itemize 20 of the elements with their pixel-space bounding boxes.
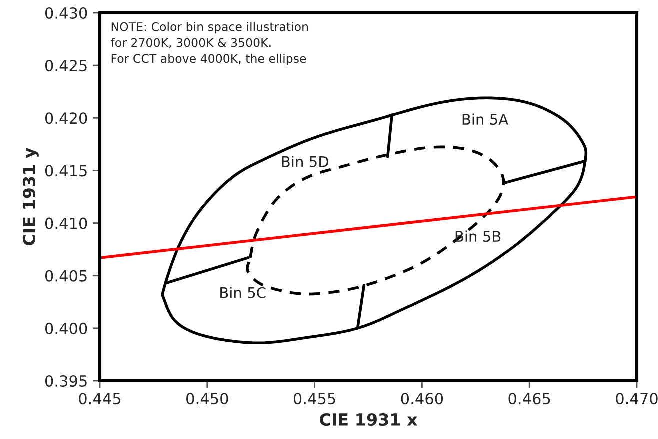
x-tick-label: 0.455 (294, 393, 336, 405)
x-tick-label: 0.465 (508, 393, 550, 405)
x-tick-label: 0.450 (186, 393, 228, 405)
y-tick-label: 0.395 (45, 375, 87, 388)
y-axis-title: CIE 1931 y (22, 148, 39, 246)
y-tick-label: 0.430 (45, 7, 88, 20)
annotation: Bin 5C (220, 287, 266, 298)
y-tick-label: 0.420 (45, 112, 88, 124)
annotation: Bin 5D (282, 156, 328, 168)
annotation: NOTE: Color bin space illustration for 2700K, 3000K & 3500K. For CCT above 4000K, the ellipse (111, 22, 308, 66)
y-tick-label: 0.410 (45, 218, 88, 230)
x-tick-label: 0.460 (401, 393, 444, 405)
y-tick-label: 0.400 (45, 322, 88, 334)
x-tick-label: 0.445 (79, 393, 121, 405)
y-tick-label: 0.415 (45, 165, 87, 177)
annotation: Bin 5A (462, 114, 509, 126)
y-tick-label: 0.425 (45, 60, 87, 72)
y-tick-label: 0.405 (45, 270, 87, 282)
x-tick-label: 0.470 (616, 393, 658, 405)
x-axis-title: CIE 1931 x (320, 413, 418, 426)
